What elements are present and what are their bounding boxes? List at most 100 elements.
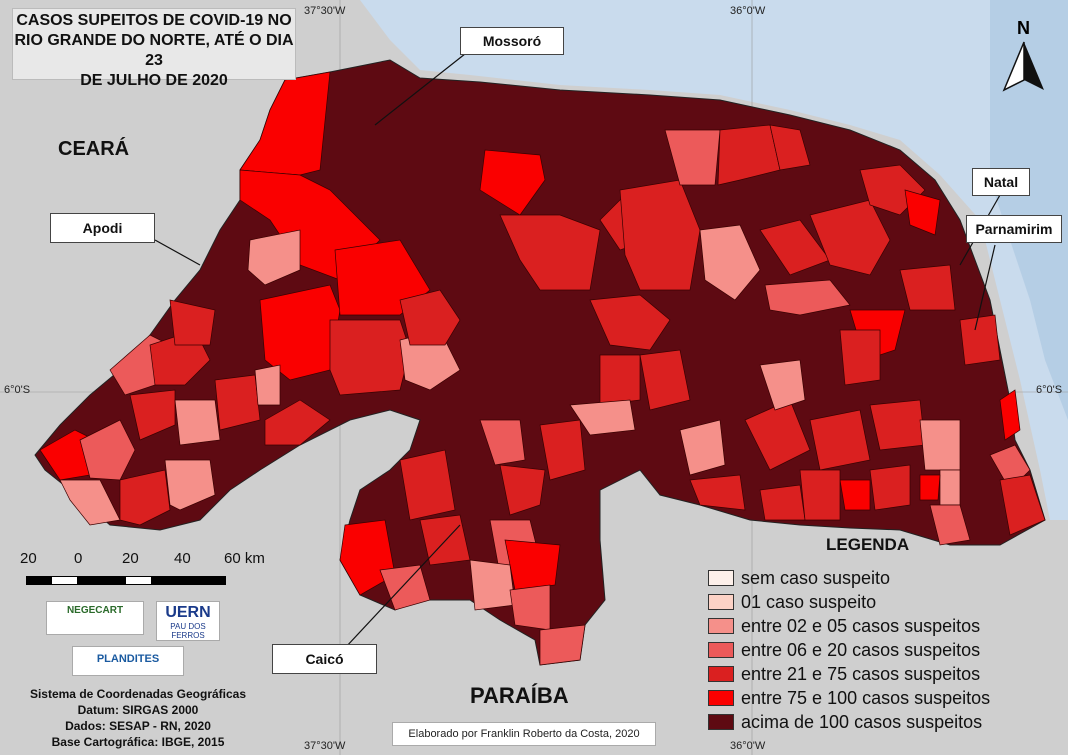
title-line-2: RIO GRANDE DO NORTE, ATÉ O DIA 23	[14, 32, 294, 69]
coord-bottom-right: 36°0'W	[730, 740, 766, 752]
coord-bottom-left: 37°30'W	[304, 740, 346, 752]
region	[809, 199, 891, 276]
label-natal: Natal	[972, 168, 1030, 196]
region	[539, 624, 586, 666]
region	[509, 584, 551, 631]
negecart-text: NEGECART	[66, 605, 124, 616]
legend-item: 01 caso suspeito	[708, 591, 876, 613]
coord-lat-left: 6°0'S	[4, 384, 31, 396]
region	[759, 359, 806, 411]
legend-swatch	[708, 570, 734, 586]
scale-label-1: 20	[20, 550, 37, 567]
region	[479, 149, 546, 216]
legend-item: acima de 100 casos suspeitos	[708, 711, 982, 733]
info-line-2: Datum: SIRGAS 2000	[77, 703, 199, 717]
legend-item: entre 02 e 05 casos suspeitos	[708, 615, 980, 637]
legend-label: entre 06 e 20 casos suspeitos	[741, 639, 981, 660]
plandites-text: PLANDITES	[96, 653, 160, 665]
title-line-1: CASOS SUPEITOS DE COVID-19 NO	[16, 12, 292, 29]
coord-top-left: 37°30'W	[304, 5, 346, 17]
region	[939, 469, 961, 506]
region	[499, 464, 546, 516]
region	[679, 419, 726, 476]
region	[59, 479, 121, 526]
legend-item: entre 06 e 20 casos suspeitos	[708, 639, 980, 661]
uern-text: UERN	[165, 604, 211, 621]
legend-swatch	[708, 666, 734, 682]
legend-item: sem caso suspeito	[708, 567, 890, 589]
region	[119, 469, 171, 526]
plandites-logo: PLANDITES	[72, 646, 184, 676]
legend-item: entre 75 e 100 casos suspeitos	[708, 687, 990, 709]
region	[639, 349, 691, 411]
region	[479, 419, 526, 466]
region	[919, 474, 941, 501]
negecart-logo: NEGECART	[46, 601, 144, 635]
region	[129, 389, 176, 441]
region	[569, 399, 636, 436]
legend-title: LEGENDA	[826, 535, 910, 554]
region	[769, 124, 811, 171]
label-caico: Caicó	[272, 644, 377, 674]
region	[599, 354, 641, 406]
label-apodi: Apodi	[50, 213, 155, 243]
region	[839, 479, 871, 511]
legend-swatch	[708, 618, 734, 634]
region	[499, 214, 601, 291]
label-ceara: CEARÁ	[58, 138, 130, 160]
region	[399, 449, 456, 521]
region	[169, 299, 216, 346]
legend-item: entre 21 e 75 casos suspeitos	[708, 663, 980, 685]
region	[904, 189, 941, 236]
info-line-1: Sistema de Coordenadas Geográficas	[29, 687, 247, 701]
region	[839, 329, 881, 386]
info-line-4: Base Cartográfica: IBGE, 2015	[51, 735, 225, 749]
scale-bar-segments	[26, 576, 226, 585]
region	[247, 229, 301, 286]
label-mossoro: Mossoró	[460, 27, 564, 55]
legend-swatch	[708, 594, 734, 610]
label-paraiba: PARAÍBA	[470, 683, 569, 708]
region	[959, 314, 1001, 366]
map-title: CASOS SUPEITOS DE COVID-19 NO RIO GRANDE…	[12, 8, 296, 89]
region	[664, 129, 721, 186]
region	[899, 264, 956, 311]
north-letter: N	[1017, 18, 1030, 38]
region	[259, 284, 341, 381]
label-parnamirim: Parnamirim	[966, 215, 1062, 243]
municipality-regions	[39, 71, 1046, 666]
scale-label-5: 60 km	[224, 550, 265, 567]
region	[929, 504, 971, 546]
region	[399, 289, 461, 346]
title-line-3: DE JULHO DE 2020	[80, 72, 228, 89]
region	[689, 474, 746, 511]
info-line-3: Dados: SESAP - RN, 2020	[65, 719, 211, 733]
legend-label: 01 caso suspeito	[741, 591, 877, 612]
region	[504, 539, 561, 591]
legend-swatch	[708, 714, 734, 730]
region	[699, 224, 761, 301]
legend-label: entre 02 e 05 casos suspeitos	[741, 615, 981, 636]
region	[869, 399, 926, 451]
region	[79, 419, 136, 481]
legend-swatch	[708, 642, 734, 658]
region	[469, 559, 516, 611]
region	[539, 419, 586, 481]
region	[717, 124, 781, 186]
region	[999, 474, 1046, 536]
region	[254, 364, 281, 406]
uern-sub-text: PAU DOS FERROS	[170, 622, 206, 640]
region	[589, 294, 671, 351]
region	[214, 374, 261, 431]
legend-label: entre 21 e 75 casos suspeitos	[741, 663, 981, 684]
coord-lat-right: 6°0'S	[1036, 384, 1063, 396]
map-info: Sistema de Coordenadas Geográficas Datum…	[18, 686, 258, 750]
region	[869, 464, 911, 511]
region	[329, 319, 411, 396]
region	[759, 484, 806, 521]
scale-bar: 20 0 20 40 60 km	[16, 550, 276, 590]
scale-label-4: 40	[174, 550, 191, 567]
region	[799, 469, 841, 521]
scale-label-2: 0	[74, 550, 83, 567]
